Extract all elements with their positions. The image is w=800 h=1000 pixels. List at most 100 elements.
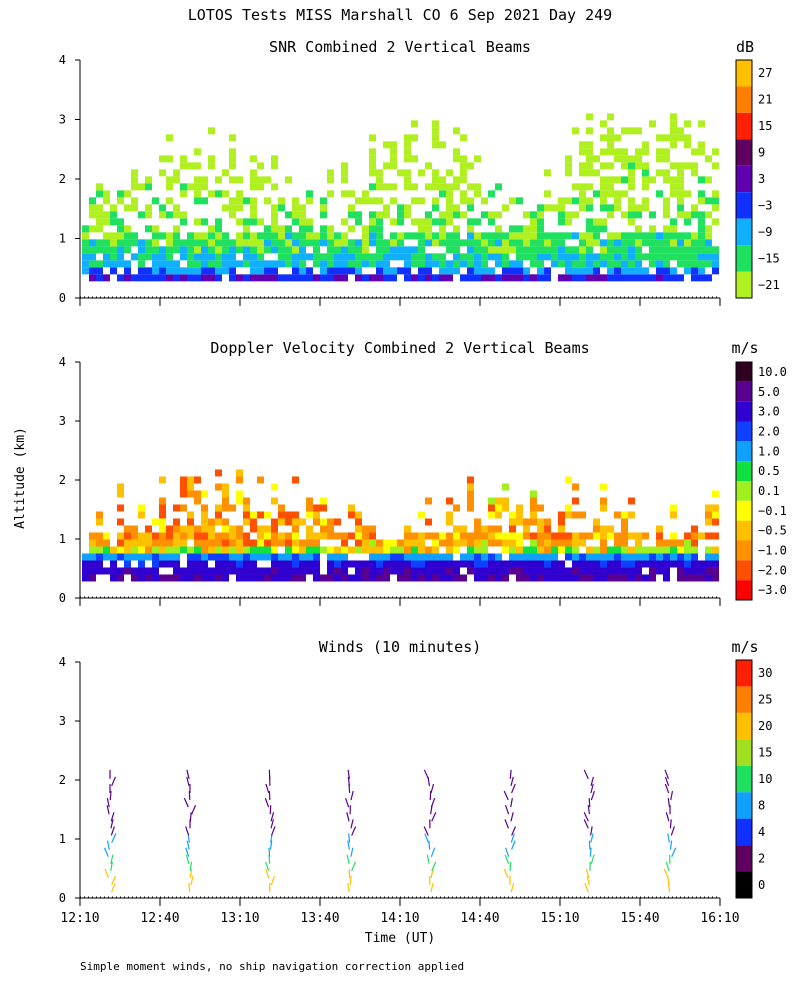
snr-cell: [551, 239, 558, 247]
velocity-cell: [124, 539, 131, 547]
velocity-cell: [138, 560, 145, 568]
velocity-cell: [89, 546, 96, 554]
wind-barb: [665, 812, 670, 822]
snr-cell: [173, 225, 180, 233]
snr-cell: [82, 253, 89, 261]
snr-heatmap: [82, 113, 719, 282]
snr-cell: [649, 211, 656, 219]
velocity-cell: [173, 546, 180, 554]
snr-cell: [313, 253, 320, 261]
velocity-cell: [502, 504, 509, 512]
velocity-cell: [558, 574, 565, 582]
wind-barb: [110, 882, 116, 893]
velocity-cell: [145, 567, 152, 575]
snr-cell: [362, 253, 369, 261]
snr-cell: [159, 211, 166, 219]
velocity-cell: [341, 546, 348, 554]
snr-cell: [110, 253, 117, 261]
velocity-cell: [89, 532, 96, 540]
velocity-cell: [600, 504, 607, 512]
velocity-cell: [306, 546, 313, 554]
snr-cell: [467, 239, 474, 247]
snr-cell: [418, 253, 425, 261]
velocity-cell: [285, 574, 292, 582]
snr-cell: [523, 274, 530, 282]
snr-cell: [215, 232, 222, 240]
velocity-cell: [502, 497, 509, 505]
snr-cell: [208, 260, 215, 268]
velocity-cell: [600, 539, 607, 547]
velocity-cell: [432, 532, 439, 540]
snr-cell: [299, 225, 306, 233]
snr-cell: [705, 246, 712, 254]
velocity-cell: [215, 539, 222, 547]
snr-cell: [705, 155, 712, 163]
snr-cell: [397, 246, 404, 254]
snr-cell: [82, 239, 89, 247]
velocity-cell: [236, 567, 243, 575]
snr-cell: [586, 246, 593, 254]
snr-cell: [460, 155, 467, 163]
snr-cell: [502, 267, 509, 275]
velocity-cell: [684, 567, 691, 575]
snr-cell: [376, 176, 383, 184]
velocity-cell: [341, 567, 348, 575]
snr-cell: [278, 239, 285, 247]
snr-cell: [635, 211, 642, 219]
snr-cell: [334, 253, 341, 261]
colorbar-swatch: [736, 192, 752, 219]
snr-cell: [558, 239, 565, 247]
snr-cell: [425, 232, 432, 240]
snr-cell: [670, 113, 677, 121]
snr-cell: [117, 253, 124, 261]
snr-cell: [530, 211, 537, 219]
velocity-cell: [565, 574, 572, 582]
snr-cell: [243, 218, 250, 226]
snr-cell: [621, 239, 628, 247]
snr-cell: [614, 232, 621, 240]
velocity-cell: [698, 560, 705, 568]
velocity-cell: [544, 518, 551, 526]
velocity-cell: [614, 553, 621, 561]
colorbar-swatch: [736, 218, 752, 246]
snr-cell: [299, 232, 306, 240]
snr-cell: [215, 267, 222, 275]
snr-cell: [635, 127, 642, 135]
snr-cell: [201, 183, 208, 191]
velocity-cell: [663, 567, 670, 575]
y-tick-label: 4: [59, 355, 66, 369]
colorbar-label: 10: [758, 772, 772, 786]
velocity-cell: [509, 525, 516, 533]
snr-cell: [712, 204, 719, 212]
snr-cell: [103, 211, 110, 219]
snr-cell: [579, 169, 586, 177]
velocity-cell: [530, 511, 537, 519]
snr-cell: [537, 260, 544, 268]
velocity-cell: [551, 574, 558, 582]
snr-cell: [313, 260, 320, 268]
snr-cell: [502, 204, 509, 212]
wind-barb: [106, 840, 110, 850]
snr-cell: [390, 232, 397, 240]
snr-cell: [250, 218, 257, 226]
velocity-cell: [691, 525, 698, 533]
snr-cell: [383, 246, 390, 254]
velocity-cell: [446, 511, 453, 519]
snr-cell: [453, 267, 460, 275]
velocity-cell: [278, 560, 285, 568]
velocity-cell: [691, 532, 698, 540]
snr-cell: [236, 218, 243, 226]
velocity-cell: [495, 497, 502, 505]
velocity-cell: [117, 574, 124, 582]
y-tick-label: 3: [59, 414, 66, 428]
snr-cell: [600, 239, 607, 247]
velocity-cell: [348, 560, 355, 568]
snr-cell: [222, 232, 229, 240]
snr-cell: [341, 246, 348, 254]
velocity-cell: [96, 532, 103, 540]
snr-cell: [222, 239, 229, 247]
velocity-cell: [614, 567, 621, 575]
velocity-cell: [425, 574, 432, 582]
velocity-cell: [411, 546, 418, 554]
